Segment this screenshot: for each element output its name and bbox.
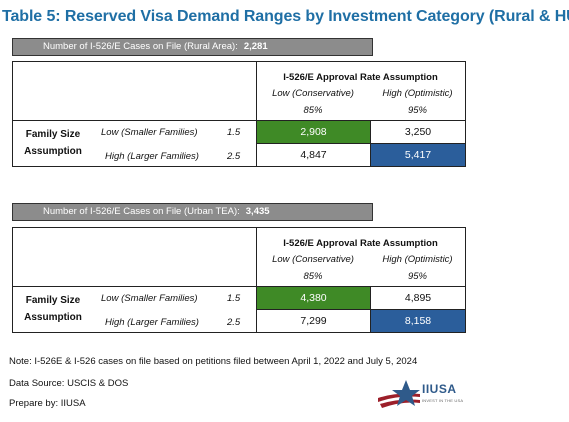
col-high-rate: 95% (407, 105, 427, 116)
row-low-factor: 1.5 (227, 293, 241, 304)
urban-cases-label: Number of I-526/E Cases on File (Urban T… (43, 206, 240, 217)
value-low-high: 3,250 (404, 126, 432, 138)
urban-demand-table: I-526/E Approval Rate Assumption Low (Co… (12, 227, 466, 333)
value-low-high: 4,895 (404, 292, 432, 304)
row-high-label: High (Larger Families) (105, 317, 199, 328)
row-high-factor: 2.5 (227, 151, 241, 162)
urban-cases-value: 3,435 (245, 206, 270, 217)
data-source-text: Data Source: USCIS & DOS (9, 378, 129, 389)
col-high-label: High (Optimistic) (382, 254, 453, 265)
col-high-rate: 95% (407, 271, 427, 282)
logo-name: IIUSA (422, 382, 457, 396)
col-low-label: Low (Conservative) (272, 88, 354, 99)
col-low-rate: 85% (303, 105, 323, 116)
value-low-low: 4,380 (257, 287, 370, 309)
col-high-label: High (Optimistic) (382, 88, 453, 99)
col-low-rate: 85% (303, 271, 323, 282)
rural-demand-table: I-526/E Approval Rate Assumption Low (Co… (12, 61, 466, 167)
family-size-label: Family Size Assumption (24, 129, 82, 157)
row-low-factor: 1.5 (227, 127, 241, 138)
row-low-label: Low (Smaller Families) (101, 127, 198, 138)
page-title: Table 5: Reserved Visa Demand Ranges by … (2, 8, 569, 25)
value-high-low: 7,299 (300, 315, 327, 327)
row-low-label: Low (Smaller Families) (101, 293, 198, 304)
row-high-label: High (Larger Families) (105, 151, 199, 162)
urban-cases-bar: Number of I-526/E Cases on File (Urban T… (12, 203, 373, 221)
value-high-low: 4,847 (300, 149, 327, 161)
rural-cases-label: Number of I-526/E Cases on File (Rural A… (43, 41, 238, 52)
rural-cases-value: 2,281 (243, 41, 268, 52)
col-low-label: Low (Conservative) (272, 254, 354, 265)
approval-rate-header: I-526/E Approval Rate Assumption (283, 238, 438, 249)
prepared-by-text: Prepare by: IIUSA (9, 398, 86, 409)
logo-tagline: INVEST IN THE USA (422, 398, 464, 403)
star-flag-logo-icon (378, 380, 420, 408)
rural-cases-bar: Number of I-526/E Cases on File (Rural A… (12, 38, 373, 56)
row-high-factor: 2.5 (227, 317, 241, 328)
value-low-low: 2,908 (257, 121, 370, 143)
approval-rate-header: I-526/E Approval Rate Assumption (283, 72, 438, 83)
family-size-label: Family Size Assumption (24, 295, 82, 323)
value-high-high: 5,417 (371, 144, 465, 166)
note-text: Note: I-526E & I-526 cases on file based… (9, 356, 418, 367)
value-high-high: 8,158 (371, 310, 465, 332)
